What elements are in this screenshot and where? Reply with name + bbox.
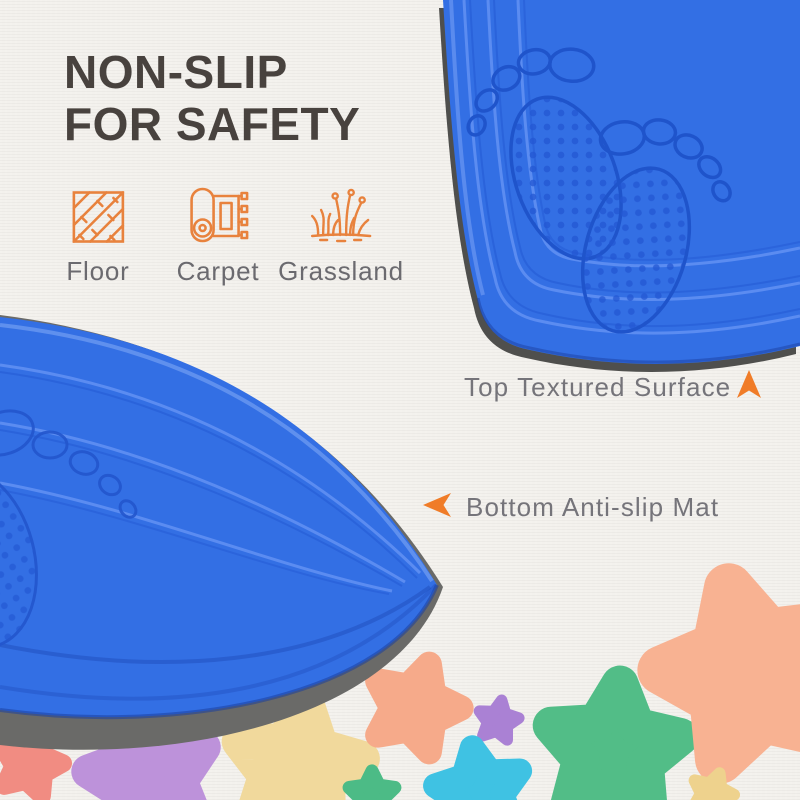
carpet-roll-icon [190, 187, 249, 243]
surface-item-grassland: Grassland [278, 183, 404, 287]
callout-top-textured-surface: Top Textured Surface [464, 372, 732, 402]
grass-icon [310, 188, 372, 243]
headline-line-1: NON-SLIP [64, 46, 288, 98]
headline: NON-SLIP FOR SAFETY [64, 46, 360, 150]
footprint-emboss-partial [0, 409, 138, 649]
surface-label-grassland: Grassland [278, 256, 404, 286]
purple-star-small [475, 697, 521, 741]
balance-stone-bottom-view [0, 315, 443, 750]
surface-label-carpet: Carpet [176, 256, 260, 286]
surface-item-floor: Floor [66, 183, 129, 287]
balance-stone-top-view [439, 0, 800, 372]
stone-tier-ridges [0, 363, 438, 701]
callout-bottom-anti-slip-mat: Bottom Anti-slip Mat [466, 492, 720, 522]
surface-item-carpet: Carpet [177, 183, 260, 287]
stone-blue-body [0, 317, 437, 718]
arrow-left-icon [423, 493, 451, 517]
arrow-up-icon [737, 370, 761, 398]
floor-parquet-icon [72, 191, 124, 243]
headline-line-2: FOR SAFETY [64, 98, 361, 150]
surface-label-floor: Floor [66, 256, 130, 286]
